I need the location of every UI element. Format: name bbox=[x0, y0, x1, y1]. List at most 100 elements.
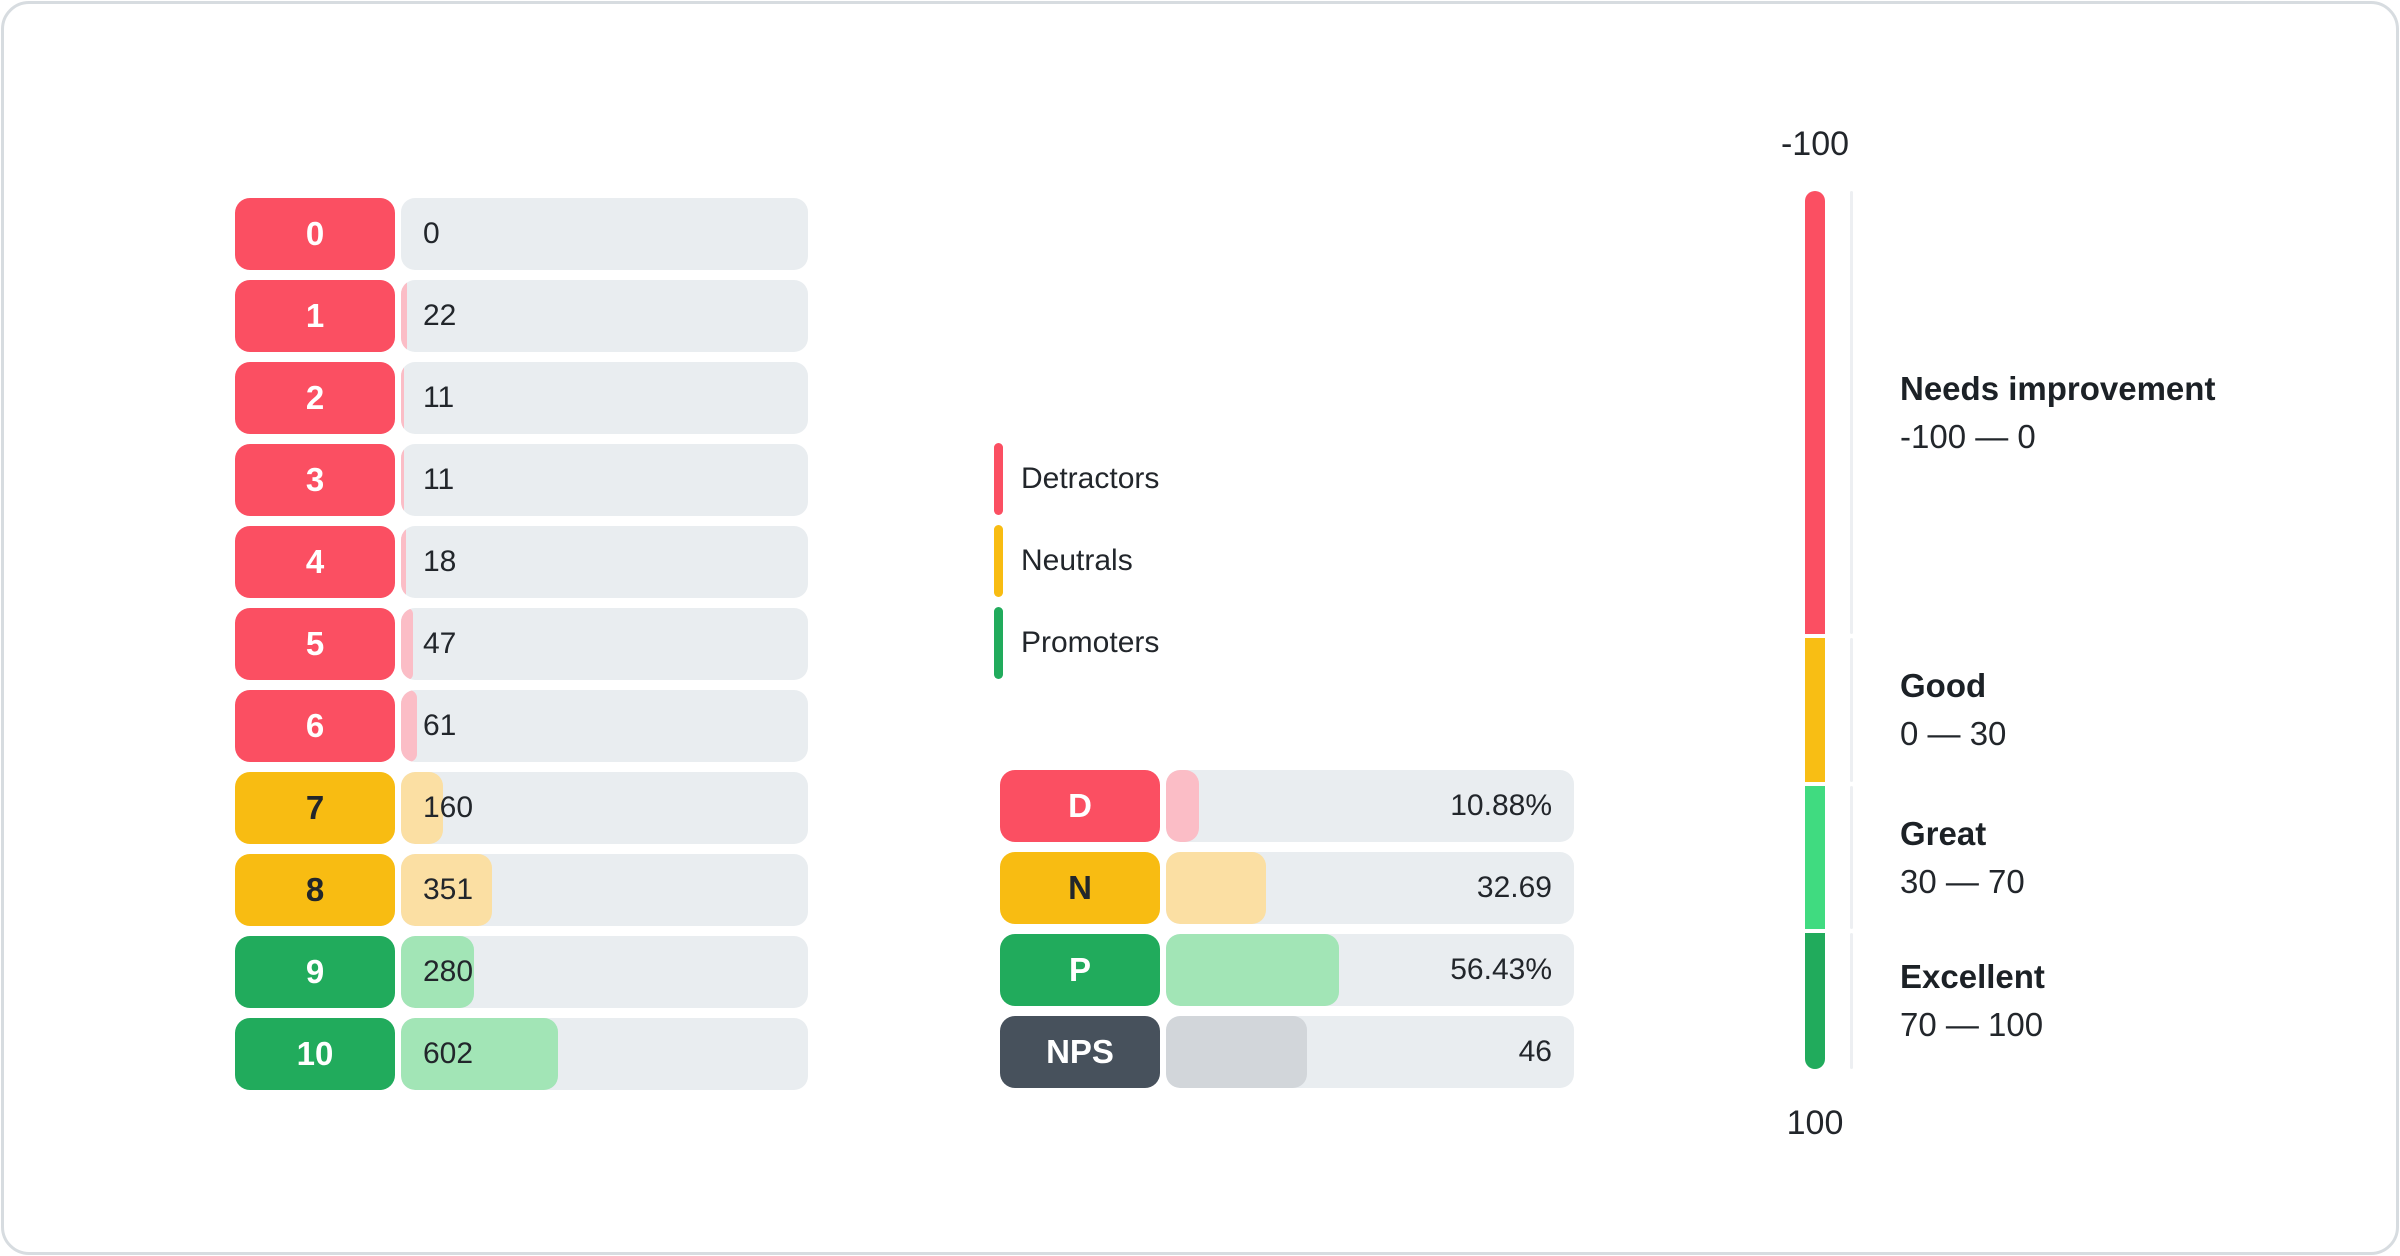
score-track: 160 bbox=[401, 772, 808, 844]
score-row: 10 602 bbox=[235, 1018, 808, 1090]
summary-badge: N bbox=[1000, 852, 1160, 924]
score-row: 0 0 bbox=[235, 198, 808, 270]
score-row: 6 61 bbox=[235, 690, 808, 762]
gauge-band-range: 0 — 30 bbox=[1900, 715, 2007, 752]
score-badge: 5 bbox=[235, 608, 395, 680]
score-value: 160 bbox=[423, 791, 474, 824]
summary-track: 32.69 bbox=[1166, 852, 1574, 924]
summary-fill bbox=[1166, 1016, 1307, 1088]
score-row: 4 18 bbox=[235, 526, 808, 598]
gauge-band-bar bbox=[1805, 191, 1825, 634]
score-fill bbox=[401, 854, 493, 926]
gauge-band-range: 30 — 70 bbox=[1900, 862, 2025, 900]
gauge-band-bar bbox=[1805, 638, 1825, 782]
gauge-band-bar bbox=[1805, 786, 1825, 929]
legend-item-detractors: Detractors bbox=[994, 443, 1159, 515]
gauge-band-range: -100 — 0 bbox=[1900, 417, 2036, 455]
score-fill bbox=[401, 1018, 558, 1090]
score-distribution-chart: 0 0 1 22 2 11 3 11 bbox=[235, 198, 808, 1090]
score-track: 11 bbox=[401, 362, 808, 434]
legend-color-pill bbox=[994, 607, 1003, 679]
score-track: 11 bbox=[401, 444, 808, 516]
summary-fill bbox=[1166, 852, 1266, 924]
score-row: 2 11 bbox=[235, 362, 808, 434]
gauge-band-range: 70 — 100 bbox=[1900, 1006, 2044, 1043]
gauge-axis-line bbox=[1850, 638, 1853, 782]
gauge-band-labels: Needs improvement -100 — 0 bbox=[1900, 368, 2215, 458]
score-track: 602 bbox=[401, 1018, 808, 1090]
gauge-band-labels: Great 30 — 70 bbox=[1900, 813, 2025, 903]
legend-label: Promoters bbox=[1021, 626, 1160, 659]
summary-fill bbox=[1166, 770, 1200, 842]
gauge-axis-line bbox=[1850, 191, 1853, 634]
score-value: 602 bbox=[423, 1037, 474, 1070]
legend-item-neutrals: Neutrals bbox=[994, 525, 1159, 597]
legend-item-promoters: Promoters bbox=[994, 607, 1159, 679]
legend-label: Neutrals bbox=[1021, 544, 1133, 577]
summary-badge: P bbox=[1000, 934, 1160, 1006]
score-fill bbox=[401, 280, 407, 352]
summary-row: NPS 46 bbox=[1000, 1016, 1574, 1088]
nps-legend: Detractors Neutrals Promoters bbox=[994, 443, 1159, 679]
summary-value: 32.69 bbox=[1476, 871, 1552, 904]
score-row: 3 11 bbox=[235, 444, 808, 516]
gauge-band-good: Good 0 — 30 bbox=[1805, 638, 2385, 782]
summary-track: 10.88% bbox=[1166, 770, 1574, 842]
summary-fill bbox=[1166, 934, 1339, 1006]
gauge-band-labels: Good 0 — 30 bbox=[1900, 665, 2006, 755]
gauge-min-label: -100 bbox=[1780, 125, 1850, 163]
score-badge: 4 bbox=[235, 526, 395, 598]
gauge-band-needs-improvement: Needs improvement -100 — 0 bbox=[1805, 191, 2385, 634]
score-fill bbox=[401, 936, 474, 1008]
score-fill bbox=[401, 772, 443, 844]
gauge-bands: Needs improvement -100 — 0 Good 0 — 30 G… bbox=[1805, 191, 2385, 1069]
summary-badge: NPS bbox=[1000, 1016, 1160, 1088]
score-fill bbox=[401, 526, 406, 598]
summary-value: 46 bbox=[1518, 1035, 1552, 1068]
gauge-max-label: 100 bbox=[1786, 1104, 1844, 1142]
score-fill bbox=[401, 608, 414, 680]
score-row: 9 280 bbox=[235, 936, 808, 1008]
score-value: 22 bbox=[423, 299, 457, 332]
score-row: 5 47 bbox=[235, 608, 808, 680]
summary-row: N 32.69 bbox=[1000, 852, 1574, 924]
score-value: 18 bbox=[423, 545, 457, 578]
summary-badge: D bbox=[1000, 770, 1160, 842]
score-badge: 0 bbox=[235, 198, 395, 270]
score-value: 280 bbox=[423, 955, 474, 988]
gauge-axis-line bbox=[1850, 933, 1853, 1069]
score-value: 47 bbox=[423, 627, 457, 660]
nps-summary-chart: D 10.88% N 32.69 P 56.43% NPS 46 bbox=[1000, 770, 1574, 1088]
score-fill bbox=[401, 444, 404, 516]
nps-gauge: -100 Needs improvement -100 — 0 Good 0 —… bbox=[1781, 125, 2385, 1142]
score-track: 61 bbox=[401, 690, 808, 762]
gauge-band-name: Excellent bbox=[1900, 958, 2045, 995]
summary-track: 46 bbox=[1166, 1016, 1574, 1088]
score-badge: 7 bbox=[235, 772, 395, 844]
score-track: 351 bbox=[401, 854, 808, 926]
gauge-band-name: Good bbox=[1900, 667, 1987, 704]
gauge-band-name: Great bbox=[1900, 814, 1987, 852]
score-value: 0 bbox=[423, 217, 440, 250]
summary-row: D 10.88% bbox=[1000, 770, 1574, 842]
score-fill bbox=[401, 690, 417, 762]
score-row: 8 351 bbox=[235, 854, 808, 926]
score-badge: 6 bbox=[235, 690, 395, 762]
summary-track: 56.43% bbox=[1166, 934, 1574, 1006]
gauge-band-labels: Excellent 70 — 100 bbox=[1900, 956, 2045, 1046]
summary-value: 10.88% bbox=[1450, 789, 1552, 822]
score-track: 18 bbox=[401, 526, 808, 598]
gauge-axis-line bbox=[1850, 786, 1853, 929]
score-badge: 1 bbox=[235, 280, 395, 352]
gauge-band-great: Great 30 — 70 bbox=[1805, 786, 2385, 929]
score-value: 61 bbox=[423, 709, 457, 742]
score-value: 351 bbox=[423, 873, 474, 906]
gauge-band-name: Needs improvement bbox=[1900, 369, 2216, 407]
score-track: 0 bbox=[401, 198, 808, 270]
score-fill bbox=[401, 362, 404, 434]
score-track: 280 bbox=[401, 936, 808, 1008]
score-track: 22 bbox=[401, 280, 808, 352]
legend-label: Detractors bbox=[1021, 462, 1160, 495]
score-badge: 10 bbox=[235, 1018, 395, 1090]
